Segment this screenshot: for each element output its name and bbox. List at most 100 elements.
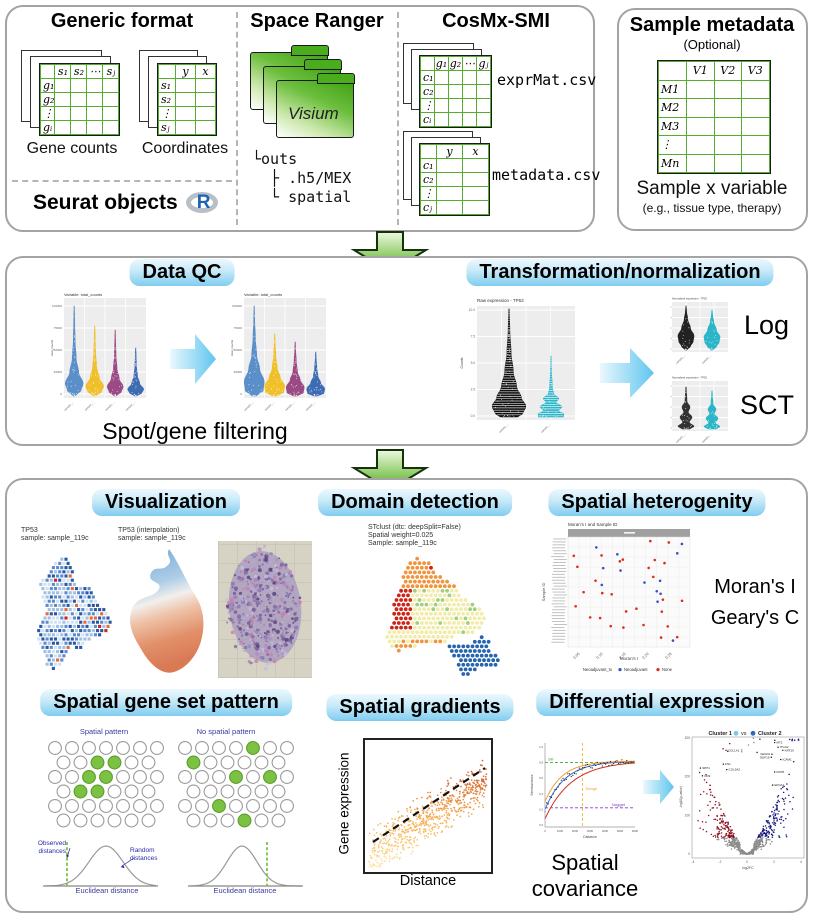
gene-set-pattern-title: Spatial gene set pattern <box>40 689 292 716</box>
table-cell: ⋮ <box>420 186 437 201</box>
space-ranger-title: Space Ranger <box>250 10 384 32</box>
caption-line: covariance <box>531 876 639 901</box>
table-cell: g₂ <box>39 92 56 107</box>
table-cell <box>462 84 477 99</box>
svg-text:sample_…: sample_… <box>263 400 275 412</box>
caption-line: Spatial <box>551 850 619 875</box>
no-spatial-pattern-grid <box>178 741 294 828</box>
exprmat-table: g₁ g₂ ⋯ gⱼ c₁ c₂ ⋮ cᵢ <box>419 55 492 128</box>
data-qc-title: Data QC <box>129 259 235 286</box>
table-cell <box>436 200 463 215</box>
cosmx-title: CosMx-SMI <box>442 10 550 32</box>
qc-violin-plot-before: Variable: total_counts 100000 75000 50000 25… <box>50 292 146 412</box>
svg-text:KRT19: KRT19 <box>785 748 795 752</box>
table-cell: sⱼ <box>158 120 176 135</box>
spatial-gradients-title: Spatial gradients <box>326 694 514 721</box>
svg-text:Counts: Counts <box>460 357 464 368</box>
table-cell: x <box>462 144 489 159</box>
svg-text:0: 0 <box>688 852 690 856</box>
table-cell: cⱼ <box>420 200 437 215</box>
tree-line: └ spatial <box>252 188 352 206</box>
table-cell: c₂ <box>420 172 437 187</box>
svg-text:0.20: 0.20 <box>642 652 650 660</box>
svg-text:Semivariance: Semivariance <box>530 774 534 795</box>
table-cell: g₁ <box>434 56 449 71</box>
table-cell: cᵢ <box>420 112 435 127</box>
table-cell <box>70 78 88 93</box>
svg-text:log2FC: log2FC <box>742 866 754 870</box>
table-cell <box>70 92 88 107</box>
caption-line: TP53 <box>21 527 38 534</box>
svg-text:1.0: 1.0 <box>539 745 543 749</box>
svg-text:vs: vs <box>741 731 747 737</box>
svg-text:0.6: 0.6 <box>539 776 543 780</box>
gradient-scatter-plot <box>363 738 493 874</box>
volcano-plot: Cluster 1 vs Cluster 2 COL1A1 FN1 COL5A2 SPP1 C… <box>679 730 805 870</box>
svg-text:Normalized expression - TP53: Normalized expression - TP53 <box>672 297 707 301</box>
svg-text:6000: 6000 <box>632 829 639 833</box>
svg-text:VEGFA: VEGFA <box>760 752 770 756</box>
output-file-tree: └outs ├ .h5/MEX └ spatial <box>252 150 351 207</box>
svg-text:-4: -4 <box>692 860 695 864</box>
note-line: Geary's C <box>710 607 800 629</box>
divider-generic-seurat <box>12 180 232 182</box>
svg-text:200: 200 <box>685 775 691 779</box>
table-cell: x <box>195 64 216 79</box>
spatial-pattern-grid <box>48 741 164 828</box>
domain-cluster-plot <box>385 556 500 676</box>
svg-text:0.0: 0.0 <box>539 823 543 827</box>
table-cell: c₁ <box>420 158 437 173</box>
svg-text:0: 0 <box>544 829 546 833</box>
table-cell <box>195 106 216 121</box>
table-cell <box>713 116 742 136</box>
table-cell: ⋮ <box>158 106 176 121</box>
svg-text:Cluster 2: Cluster 2 <box>758 731 782 737</box>
table-cell <box>741 79 770 99</box>
table-cell <box>713 79 742 99</box>
euclidean-distance-label: Euclidean distance <box>213 886 277 895</box>
table-cell <box>658 61 687 81</box>
svg-text:2.5: 2.5 <box>471 388 476 392</box>
svg-text:-log10(p-value): -log10(p-value) <box>679 786 683 807</box>
table-cell <box>476 112 491 127</box>
spot-gene-filtering-caption: Spot/gene filtering <box>102 418 288 444</box>
svg-text:5.0: 5.0 <box>471 361 476 365</box>
table-cell <box>741 98 770 118</box>
metadata-filename: metadata.csv <box>492 166 601 184</box>
svg-text:0: 0 <box>240 392 242 396</box>
euclidean-distance-label: Euclidean distance <box>75 886 139 895</box>
svg-text:Normalized expression - TP53: Normalized expression - TP53 <box>672 376 707 380</box>
variogram-plot: Sill Range Nugget 0 1000 2000 3000 4000 5000 6000… <box>530 743 639 839</box>
caption-line: sample: sample_119c <box>118 535 186 542</box>
r-logo-icon: R <box>185 191 220 215</box>
table-cell: s₂ <box>70 64 88 79</box>
seurat-objects-label: Seurat objects <box>33 191 178 214</box>
svg-text:Sill: Sill <box>548 757 553 762</box>
sample-metadata-title: Sample metadata <box>629 14 795 36</box>
folder-icon <box>276 73 355 138</box>
table-cell <box>175 120 196 135</box>
table-cell <box>462 200 489 215</box>
domain-detection-title: Domain detection <box>318 489 512 516</box>
caption-line: Spatial weight=0.025 <box>368 532 434 539</box>
svg-text:0.4: 0.4 <box>539 792 543 796</box>
observed-distances-label: Observed distances <box>37 840 66 855</box>
distance-distribution-left <box>43 842 158 887</box>
svg-text:25000: 25000 <box>54 370 63 374</box>
tp53-interp-caption: TP53 (interpolation) sample: sample_119c <box>118 527 186 543</box>
gene-counts-table: s₁ s₂ ⋯ sⱼ g₁ g₂ ⋮ gᵢ <box>39 63 121 136</box>
sample-metadata-optional: (Optional) <box>683 37 741 52</box>
morans-gearys-note: Moran's I Geary's C <box>702 572 808 634</box>
table-cell <box>448 84 463 99</box>
table-cell: M2 <box>658 98 687 118</box>
table-cell <box>102 106 120 121</box>
distance-distribution-right <box>188 842 303 887</box>
tp53-spot-plot <box>37 557 112 670</box>
tree-line: └outs <box>252 150 298 168</box>
svg-text:Neoadjuvant_tx: Neoadjuvant_tx <box>583 667 613 672</box>
svg-text:0.05: 0.05 <box>573 652 581 660</box>
svg-text:Distance: Distance <box>583 835 597 839</box>
svg-text:0: 0 <box>60 392 62 396</box>
